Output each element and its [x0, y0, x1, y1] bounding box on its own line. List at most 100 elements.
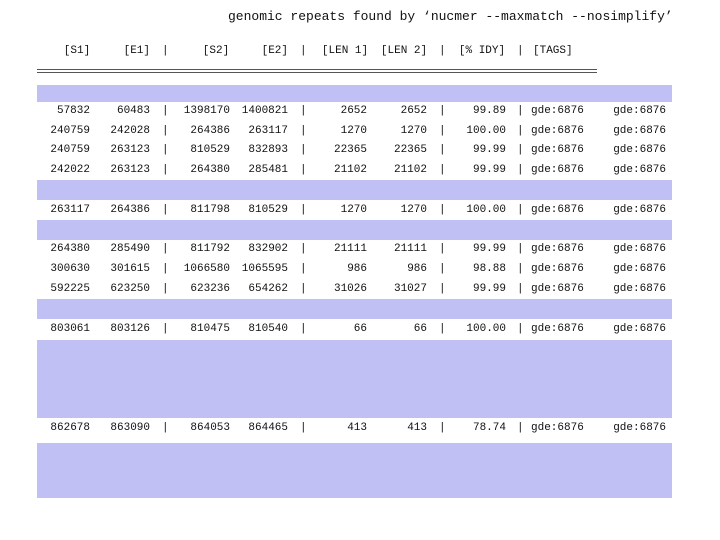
cell: 654262	[248, 283, 288, 295]
cell: 263123	[110, 144, 150, 156]
cell: 301615	[110, 263, 150, 275]
cell: 240759	[50, 144, 90, 156]
separator: |	[439, 422, 446, 434]
column-header: [LEN 2]	[380, 45, 428, 57]
cell: 811792	[190, 243, 230, 255]
cell: gde:6876	[613, 323, 666, 335]
cell: 263117	[50, 204, 90, 216]
cell: 832902	[248, 243, 288, 255]
cell: 21102	[393, 164, 427, 176]
cell: 263117	[248, 125, 288, 137]
separator: |	[162, 283, 169, 295]
cell: gde:6876	[531, 144, 584, 156]
column-header: [E2]	[261, 45, 288, 57]
separator: |	[162, 422, 169, 434]
band	[37, 299, 672, 319]
column-header: [TAGS]	[533, 45, 573, 57]
cell: gde:6876	[613, 204, 666, 216]
separator: |	[162, 263, 169, 275]
separator: |	[300, 144, 307, 156]
column-header: [S1]	[63, 45, 91, 57]
cell: 810529	[190, 144, 230, 156]
cell: 57832	[56, 105, 90, 117]
cell: 986	[347, 263, 367, 275]
column-header: [S2]	[202, 45, 230, 57]
cell: gde:6876	[613, 263, 666, 275]
cell: 263123	[110, 164, 150, 176]
cell: 810529	[248, 204, 288, 216]
cell: 242022	[50, 164, 90, 176]
separator: |	[300, 422, 307, 434]
cell: 986	[407, 263, 427, 275]
cell: 31027	[393, 283, 427, 295]
cell: 863090	[110, 422, 150, 434]
separator: |	[300, 243, 307, 255]
column-header: [LEN 1]	[321, 45, 369, 57]
separator: |	[162, 323, 169, 335]
rule	[37, 69, 597, 70]
separator: |	[517, 105, 524, 117]
separator: |	[517, 243, 524, 255]
band	[37, 180, 672, 200]
cell: 832893	[248, 144, 288, 156]
separator: |	[162, 144, 169, 156]
cell: gde:6876	[613, 105, 666, 117]
cell: gde:6876	[531, 422, 584, 434]
cell: 623236	[190, 283, 230, 295]
cell: 66	[413, 323, 427, 335]
separator: |	[162, 125, 169, 137]
separator: |	[300, 125, 307, 137]
column-header: [E1]	[123, 45, 150, 57]
cell: 1270	[400, 204, 427, 216]
separator: |	[300, 283, 307, 295]
cell: 100.00	[466, 125, 506, 137]
cell: 862678	[50, 422, 90, 434]
cell: gde:6876	[531, 204, 584, 216]
cell: 1270	[340, 125, 367, 137]
separator: |	[439, 323, 446, 335]
cell: 98.88	[472, 263, 506, 275]
cell: 99.99	[472, 164, 506, 176]
cell: 22365	[393, 144, 427, 156]
cell: 413	[407, 422, 427, 434]
cell: 810540	[248, 323, 288, 335]
separator: |	[439, 243, 446, 255]
cell: 21111	[393, 243, 427, 255]
cell: 78.74	[472, 422, 506, 434]
separator: |	[162, 164, 169, 176]
cell: 1400821	[241, 105, 288, 117]
band	[37, 85, 672, 102]
separator: |	[439, 263, 446, 275]
cell: 99.99	[472, 144, 506, 156]
cell: gde:6876	[531, 263, 584, 275]
cell: gde:6876	[613, 422, 666, 434]
cell: gde:6876	[613, 144, 666, 156]
cell: 99.99	[472, 243, 506, 255]
cell: 100.00	[466, 323, 506, 335]
cell: 60483	[116, 105, 150, 117]
separator: |	[162, 45, 169, 57]
separator: |	[300, 204, 307, 216]
separator: |	[439, 125, 446, 137]
separator: |	[517, 164, 524, 176]
cell: 803126	[110, 323, 150, 335]
band	[37, 340, 672, 418]
separator: |	[439, 164, 446, 176]
cell: 264386	[110, 204, 150, 216]
cell: 264386	[190, 125, 230, 137]
cell: 264380	[50, 243, 90, 255]
cell: 285490	[110, 243, 150, 255]
cell: 100.00	[466, 204, 506, 216]
cell: 242028	[110, 125, 150, 137]
cell: 864465	[248, 422, 288, 434]
cell: gde:6876	[531, 125, 584, 137]
separator: |	[517, 323, 524, 335]
separator: |	[439, 45, 446, 57]
separator: |	[162, 204, 169, 216]
cell: 2652	[340, 105, 367, 117]
separator: |	[439, 144, 446, 156]
cell: 31026	[333, 283, 367, 295]
cell: gde:6876	[613, 125, 666, 137]
